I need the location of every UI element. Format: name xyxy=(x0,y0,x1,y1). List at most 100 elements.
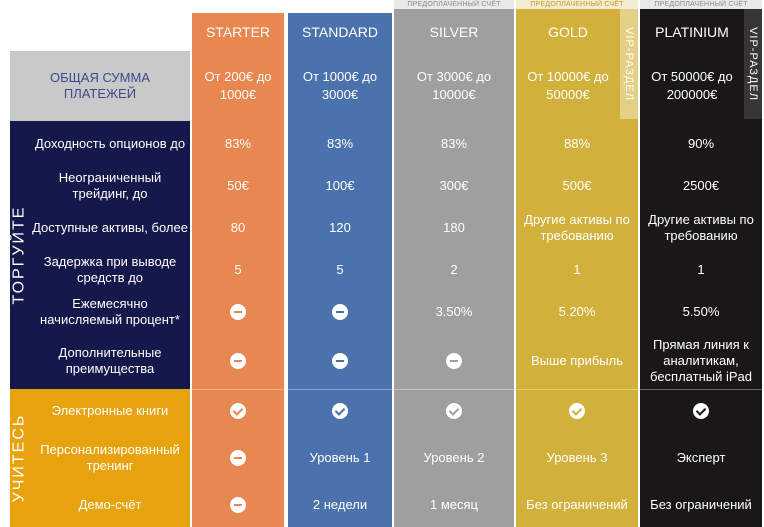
check-icon xyxy=(230,403,246,419)
cell-gold-row-6: Выше прибыль xyxy=(518,338,636,384)
column-platinum xyxy=(640,9,762,527)
cell-starter-row-2: 50€ xyxy=(196,167,280,205)
minus-icon xyxy=(332,353,348,369)
row-label-demo: Демо-счёт xyxy=(78,497,142,512)
column-silver xyxy=(394,9,514,527)
cell-silver-row-6 xyxy=(398,338,510,384)
cell-platinum-row-3: Другие активы по требованию xyxy=(642,209,760,247)
cell-starter-row-9 xyxy=(196,490,280,520)
plan-sum-starter: От 200€ до 1000€ xyxy=(204,69,272,102)
cell-silver-row-3: 180 xyxy=(398,209,510,247)
check-icon xyxy=(569,403,585,419)
cell-value: 500€ xyxy=(562,178,592,193)
cell-platinum-row-8: Эксперт xyxy=(642,438,760,478)
learn-section xyxy=(10,389,190,527)
cell-gold-row-8: Уровень 3 xyxy=(518,438,636,478)
check-icon xyxy=(446,403,462,419)
cell-silver-row-8: Уровень 2 xyxy=(398,438,510,478)
cell-platinum-row-1: 90% xyxy=(642,125,760,163)
vip-strip-gold: VIP-РАЗДЕЛ xyxy=(620,9,638,119)
cell-standard-row-8: Уровень 1 xyxy=(294,438,386,478)
cell-value: 83% xyxy=(224,136,252,151)
cell-silver-row-1: 83% xyxy=(398,125,510,163)
row-label-ebooks: Электронные книги xyxy=(51,403,169,418)
row-label-trading: Неограниченный трейдинг, до xyxy=(58,170,162,201)
cell-gold-row-1: 88% xyxy=(518,125,636,163)
cell-standard-row-6 xyxy=(294,338,386,384)
cell-value: 80 xyxy=(230,220,246,235)
cell-starter-row-8 xyxy=(196,438,280,478)
plan-header-starter: STARTER xyxy=(205,24,271,40)
total-label: ОБЩАЯ СУММА ПЛАТЕЖЕЙ xyxy=(49,70,151,101)
column-standard xyxy=(288,13,392,527)
plan-sum-platinum: От 50000€ до 200000€ xyxy=(651,69,733,102)
total-label-box: ОБЩАЯ СУММА ПЛАТЕЖЕЙ xyxy=(10,51,190,121)
cell-value: 83% xyxy=(440,136,468,151)
cell-platinum-row-9: Без ограничений xyxy=(642,490,760,520)
cell-value: Выше прибыль xyxy=(531,353,623,368)
row-label-withdrawal: Задержка при выводе средств до xyxy=(43,254,177,285)
cell-silver-row-4: 2 xyxy=(398,251,510,289)
cell-gold-row-2: 500€ xyxy=(518,167,636,205)
vip-strip-platinum: VIP-РАЗДЕЛ xyxy=(744,9,762,119)
row-label-training: Персонализированный тренинг xyxy=(40,442,180,473)
cell-standard-row-9: 2 недели xyxy=(294,490,386,520)
cell-value: Уровень 3 xyxy=(546,450,608,465)
cell-value: Другие активы по требованию xyxy=(648,212,754,243)
plan-header-standard: STANDARD xyxy=(302,24,378,40)
cell-value: 2 xyxy=(450,262,458,277)
minus-icon xyxy=(230,450,246,466)
cell-silver-row-2: 300€ xyxy=(398,167,510,205)
check-icon xyxy=(693,403,709,419)
trade-section-title: ТОРГУЙТЕ xyxy=(10,205,28,305)
cell-value: 90% xyxy=(687,136,715,151)
cell-standard-row-4: 5 xyxy=(294,251,386,289)
cell-value: 300€ xyxy=(439,178,469,193)
cell-value: 180 xyxy=(443,220,465,235)
cell-silver-row-7 xyxy=(398,396,510,426)
column-gold xyxy=(516,9,638,527)
cell-value: Уровень 1 xyxy=(309,450,371,465)
cell-value: 5 xyxy=(234,262,242,277)
cell-starter-row-4: 5 xyxy=(196,251,280,289)
cell-value: 1 xyxy=(697,262,705,277)
cell-value: 2500€ xyxy=(682,178,720,193)
cell-value: 5.50% xyxy=(682,304,720,319)
cell-gold-row-9: Без ограничений xyxy=(518,490,636,520)
cell-value: 100€ xyxy=(325,178,355,193)
cell-platinum-row-2: 2500€ xyxy=(642,167,760,205)
cell-standard-row-2: 100€ xyxy=(294,167,386,205)
minus-icon xyxy=(332,304,348,320)
plan-header-gold: GOLD xyxy=(548,24,588,40)
check-icon xyxy=(332,403,348,419)
cell-value: Другие активы по требованию xyxy=(524,212,630,243)
cell-platinum-row-4: 1 xyxy=(642,251,760,289)
minus-icon xyxy=(230,497,246,513)
cell-value: Эксперт xyxy=(676,450,726,465)
cell-value: 83% xyxy=(326,136,354,151)
section-divider xyxy=(192,389,762,390)
cell-value: 5.20% xyxy=(558,304,596,319)
cell-value: Прямая линия к аналитикам, бесплатный iP… xyxy=(650,337,752,384)
cell-value: 1 xyxy=(573,262,581,277)
cell-value: Уровень 2 xyxy=(423,450,485,465)
cell-value: Без ограничений xyxy=(526,497,628,512)
plan-sum-gold: От 10000€ до 50000€ xyxy=(527,69,609,102)
column-starter xyxy=(192,13,284,527)
prepaid-label-silver: ПРЕДОПЛАЧЕННЫЙ СЧЁТ xyxy=(394,0,514,9)
prepaid-label-platinum: ПРЕДОПЛАЧЕННЫЙ СЧЁТ xyxy=(640,0,762,9)
row-label-benefits: Дополнительные преимущества xyxy=(58,345,162,376)
cell-starter-row-7 xyxy=(196,396,280,426)
trade-section xyxy=(10,121,190,389)
cell-gold-row-3: Другие активы по требованию xyxy=(518,209,636,247)
minus-icon xyxy=(446,353,462,369)
cell-platinum-row-6: Прямая линия к аналитикам, бесплатный iP… xyxy=(642,337,760,384)
plan-sum-standard: От 1000€ до 3000€ xyxy=(302,69,378,102)
cell-standard-row-7 xyxy=(294,396,386,426)
cell-value: 120 xyxy=(329,220,351,235)
cell-starter-row-1: 83% xyxy=(196,125,280,163)
row-label-assets: Доступные активы, более xyxy=(32,220,188,235)
cell-standard-row-5 xyxy=(294,293,386,331)
cell-value: 88% xyxy=(563,136,591,151)
row-label-interest: Ежемесячно начисляемый процент* xyxy=(40,296,180,327)
